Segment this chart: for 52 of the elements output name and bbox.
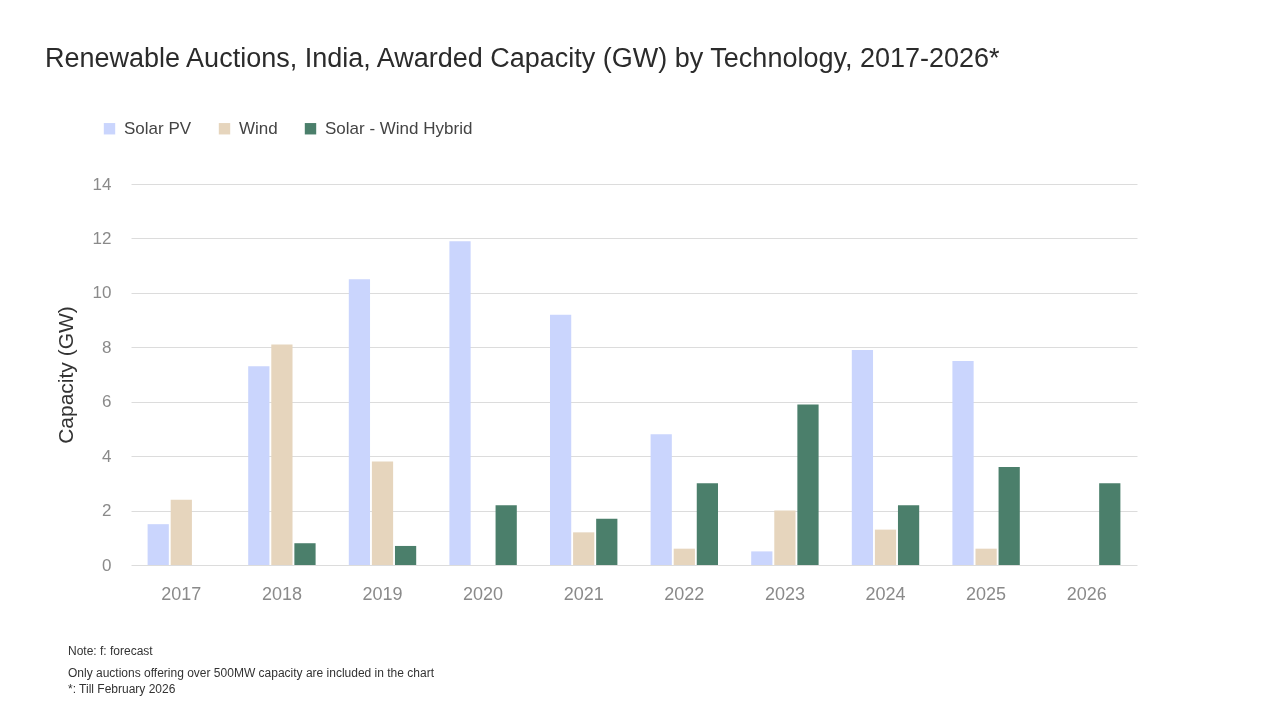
bar: [1099, 483, 1121, 565]
text: *: Till February 2026: [68, 682, 176, 696]
bar: [975, 548, 997, 565]
bar: [998, 467, 1020, 565]
bar: [851, 350, 874, 565]
bar: [294, 543, 316, 565]
bar: [348, 279, 371, 565]
bar: [147, 524, 169, 565]
y-tick-label: 0: [102, 555, 112, 575]
x-tick-label: 2017: [161, 583, 202, 604]
x-tick-label: 2021: [563, 583, 604, 604]
bar: [394, 545, 417, 565]
x-tick-label: 2023: [764, 583, 805, 604]
bar: [271, 344, 293, 565]
bar: [495, 505, 517, 565]
bar: [673, 548, 695, 565]
x-tick-label: 2020: [463, 583, 504, 604]
bar: [248, 366, 270, 565]
chart-title: Renewable Auctions, India, Awarded Capacity (GW) by Technology, 2017-2026*: [45, 43, 1001, 73]
y-tick-label: 10: [92, 283, 112, 303]
bar: [874, 529, 897, 565]
legend-label: Solar PV: [124, 118, 192, 138]
x-tick-label: 2025: [966, 583, 1007, 604]
y-tick-label: 8: [102, 337, 112, 357]
bar: [371, 461, 394, 565]
bar: [573, 532, 595, 565]
y-tick-label: 12: [92, 228, 112, 248]
text: Only auctions offering over 500MW capacity are included in the chart: [68, 666, 435, 680]
legend-label: Wind: [239, 118, 278, 138]
bar: [170, 499, 192, 565]
y-tick-label: 2: [102, 501, 112, 521]
bar: [596, 518, 618, 565]
bar: [696, 483, 718, 565]
y-axis-title: Capacity (GW): [53, 306, 77, 444]
x-tick-label: 2024: [865, 583, 906, 604]
bar: [550, 314, 572, 565]
y-tick-label: 6: [102, 392, 112, 412]
bar: [650, 434, 672, 565]
bar: [897, 505, 920, 565]
bar: [797, 404, 819, 565]
bar: [774, 510, 796, 565]
x-tick-label: 2018: [261, 583, 302, 604]
bar: [449, 241, 471, 565]
y-tick-label: 4: [102, 446, 112, 466]
text: Note: f: forecast: [68, 644, 154, 658]
bar: [751, 551, 773, 565]
bar: [952, 360, 974, 565]
x-tick-label: 2026: [1066, 583, 1107, 604]
x-tick-label: 2022: [664, 583, 705, 604]
y-tick-label: 14: [92, 174, 112, 194]
legend-label: Solar - Wind Hybrid: [325, 118, 473, 138]
x-tick-label: 2019: [362, 583, 403, 604]
